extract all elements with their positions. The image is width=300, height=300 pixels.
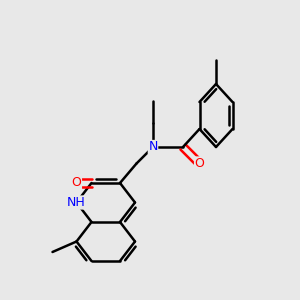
Text: N: N <box>148 140 158 154</box>
Text: O: O <box>72 176 81 190</box>
Text: NH: NH <box>67 196 86 209</box>
Text: O: O <box>195 157 204 170</box>
